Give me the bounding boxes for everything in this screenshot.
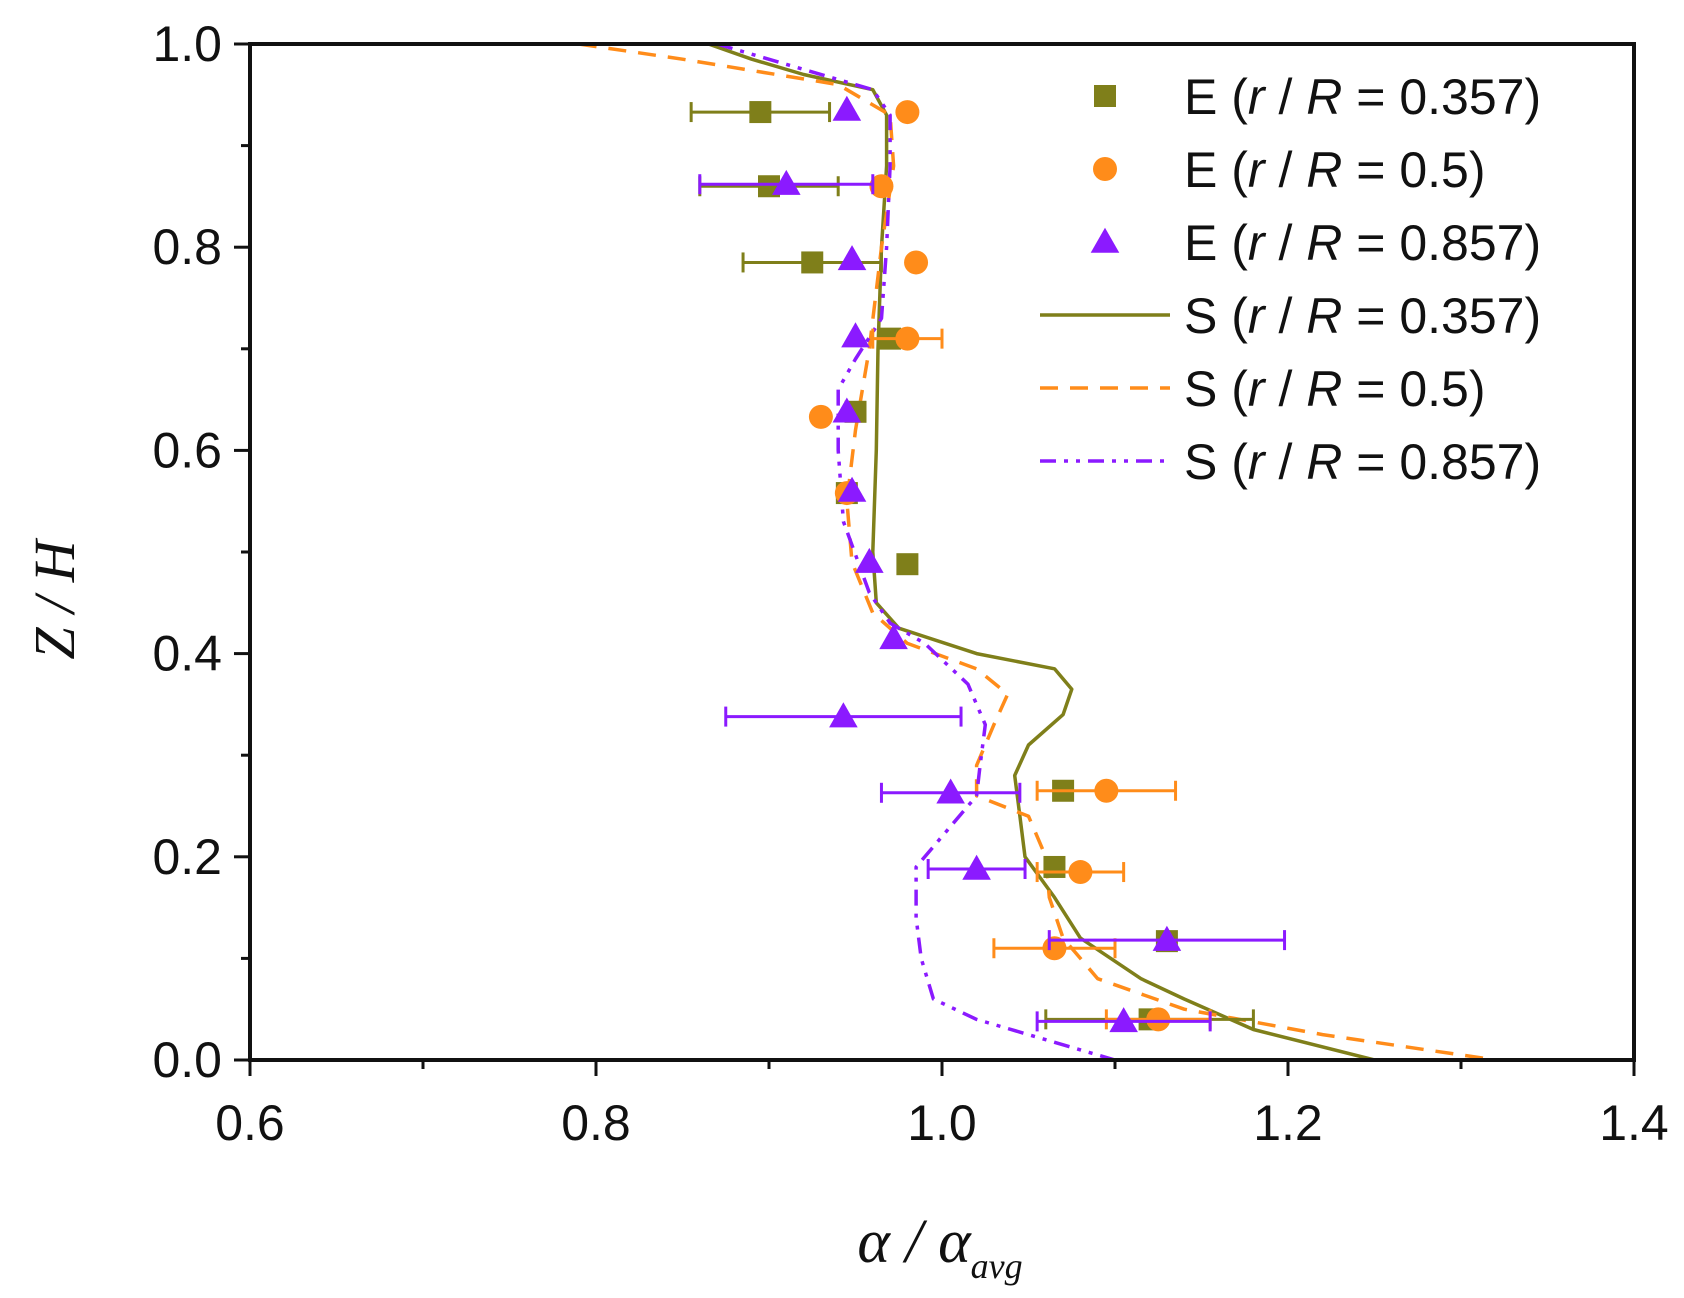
series-line-group xyxy=(716,44,1116,1060)
legend-label: E (r / R = 0.5) xyxy=(1184,142,1486,198)
legend-label-suffix: = 0.857) xyxy=(1342,434,1541,490)
data-point xyxy=(749,101,772,124)
x-axis-label: α / αavg xyxy=(857,1208,1022,1286)
series-line-group xyxy=(578,44,1496,1060)
legend-label-slash: / xyxy=(1265,288,1307,344)
legend-label-slash: / xyxy=(1265,142,1307,198)
y-tick-label: 0.0 xyxy=(152,1032,222,1088)
legend-label-suffix: = 0.857) xyxy=(1342,215,1541,271)
legend-label-suffix: = 0.357) xyxy=(1342,288,1541,344)
x-tick-label: 0.6 xyxy=(215,1095,285,1151)
y-axis-label: Z / H xyxy=(22,537,87,659)
data-point xyxy=(837,245,867,271)
legend-entry: E (r / R = 0.357) xyxy=(1094,69,1541,125)
legend-marker xyxy=(1090,227,1120,253)
legend-label: S (r / R = 0.5) xyxy=(1184,361,1486,417)
series-markers-group xyxy=(689,101,1255,1031)
legend-label: E (r / R = 0.357) xyxy=(1184,69,1541,125)
legend-label-R: R xyxy=(1306,142,1342,198)
data-point xyxy=(1068,860,1093,885)
plot-frame xyxy=(248,42,1636,1062)
data-point xyxy=(904,250,929,275)
y-tick-label: 0.6 xyxy=(152,422,222,478)
x-tick-label: 0.8 xyxy=(561,1095,631,1151)
legend-label-R: R xyxy=(1306,288,1342,344)
data-point xyxy=(1109,1007,1138,1033)
legend-label-prefix: S ( xyxy=(1184,434,1248,490)
data-point xyxy=(895,326,920,351)
legend-label: S (r / R = 0.857) xyxy=(1184,434,1541,490)
y-tick-label: 1.0 xyxy=(152,16,222,72)
legend-label-slash: / xyxy=(1265,215,1307,271)
y-tick-label: 0.2 xyxy=(152,829,222,885)
series-line xyxy=(716,44,1116,1060)
legend-label-R: R xyxy=(1306,215,1342,271)
series-line xyxy=(578,44,1496,1060)
legend-label-slash: / xyxy=(1265,69,1307,125)
legend-label-r: r xyxy=(1248,361,1267,417)
x-axis-label-subscript: avg xyxy=(971,1246,1023,1286)
plot-area xyxy=(578,44,1496,1060)
data-point xyxy=(896,553,919,576)
legend-label-R: R xyxy=(1306,69,1342,125)
legend-label: S (r / R = 0.357) xyxy=(1184,288,1541,344)
x-axis-label-main: α / α xyxy=(857,1208,972,1276)
series-line xyxy=(707,44,1375,1060)
axis-ticks: 0.6 0.8 1.0 1.2 1.4 0.0 0.2 0.4 0.6 0.8 1.0 xyxy=(152,16,1668,1151)
legend-label-suffix: = 0.357) xyxy=(1342,69,1541,125)
series-markers-group xyxy=(698,95,1287,1033)
data-point xyxy=(832,397,862,423)
legend-entry: S (r / R = 0.5) xyxy=(1040,361,1486,417)
legend-label: E (r / R = 0.857) xyxy=(1184,215,1541,271)
data-point xyxy=(869,174,894,199)
legend: E (r / R = 0.357)E (r / R = 0.5)E (r / R… xyxy=(1040,69,1541,490)
legend-label-prefix: S ( xyxy=(1184,361,1248,417)
data-point xyxy=(808,404,833,429)
data-point xyxy=(855,547,884,573)
data-point xyxy=(962,854,991,880)
x-tick-label: 1.0 xyxy=(907,1095,977,1151)
legend-entry: S (r / R = 0.857) xyxy=(1040,434,1541,490)
data-point xyxy=(841,322,870,348)
legend-label-suffix: = 0.5) xyxy=(1342,142,1485,198)
legend-label-prefix: E ( xyxy=(1184,142,1248,198)
legend-label-r: r xyxy=(1248,142,1267,198)
legend-marker xyxy=(1094,85,1116,107)
y-tick-label: 0.4 xyxy=(152,626,222,682)
data-point xyxy=(837,476,867,502)
data-point xyxy=(936,778,965,804)
data-point xyxy=(1043,855,1066,878)
data-point xyxy=(879,624,908,650)
legend-label-suffix: = 0.5) xyxy=(1342,361,1485,417)
legend-label-r: r xyxy=(1248,288,1267,344)
data-point xyxy=(829,702,858,728)
data-point xyxy=(1146,1007,1171,1032)
legend-label-r: r xyxy=(1248,215,1267,271)
legend-label-slash: / xyxy=(1265,434,1307,490)
legend-label-prefix: E ( xyxy=(1184,69,1248,125)
data-point xyxy=(895,100,920,125)
data-point xyxy=(801,251,824,274)
legend-label-slash: / xyxy=(1265,361,1307,417)
x-tick-label: 1.2 xyxy=(1253,1095,1323,1151)
legend-entry: S (r / R = 0.357) xyxy=(1040,288,1541,344)
legend-marker xyxy=(1093,157,1117,181)
legend-label-R: R xyxy=(1306,361,1342,417)
x-tick-label: 1.4 xyxy=(1599,1095,1669,1151)
data-point xyxy=(1094,778,1119,803)
legend-label-prefix: S ( xyxy=(1184,288,1248,344)
series-line-group xyxy=(707,44,1375,1060)
legend-label-prefix: E ( xyxy=(1184,215,1248,271)
legend-label-r: r xyxy=(1248,69,1267,125)
legend-label-r: r xyxy=(1248,434,1267,490)
legend-entry: E (r / R = 0.857) xyxy=(1090,215,1541,271)
data-point xyxy=(832,95,862,121)
y-tick-label: 0.8 xyxy=(152,219,222,275)
legend-label-R: R xyxy=(1306,434,1342,490)
legend-entry: E (r / R = 0.5) xyxy=(1093,142,1486,198)
data-point xyxy=(1152,925,1182,951)
data-point xyxy=(772,169,801,195)
